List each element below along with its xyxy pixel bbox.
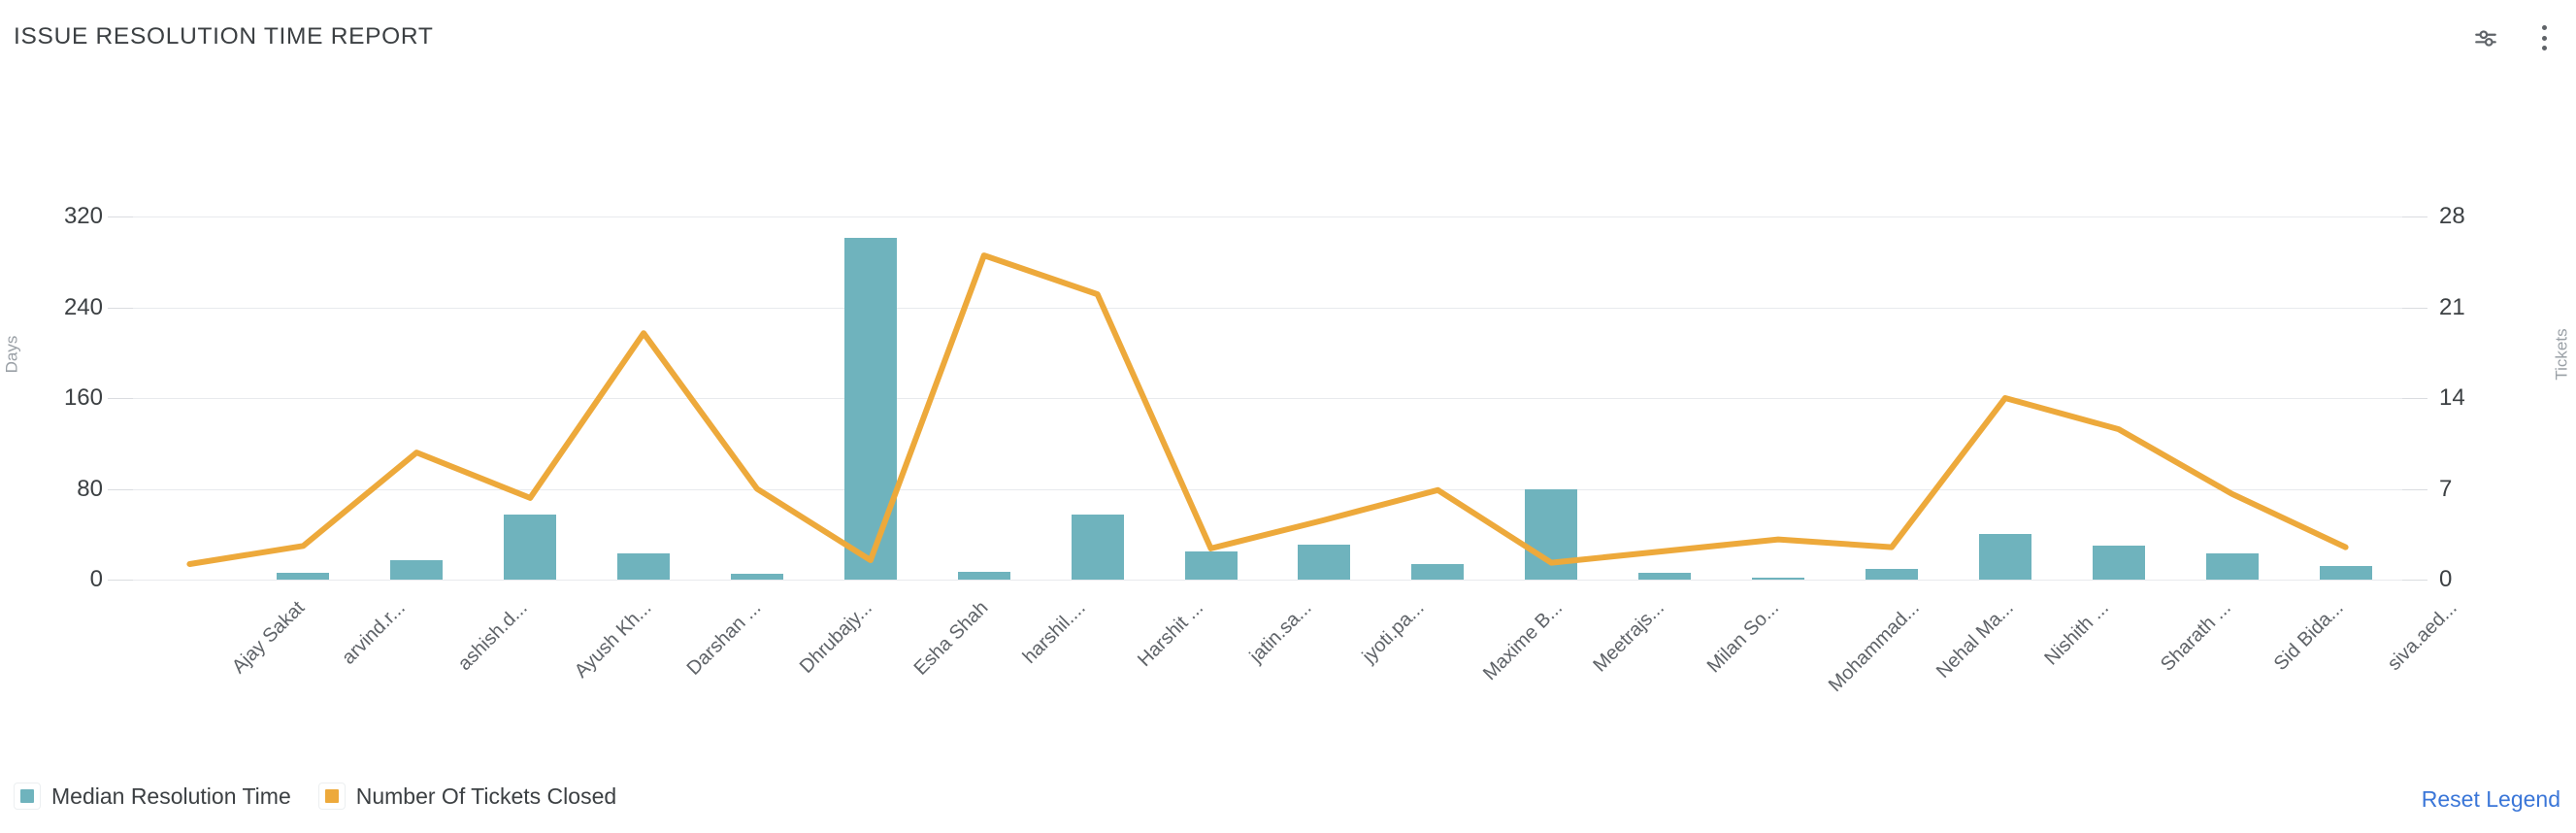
more-vertical-icon[interactable] (2527, 21, 2560, 54)
x-axis-label[interactable]: Harshit ... (1133, 597, 1207, 672)
bar[interactable] (1525, 488, 1577, 580)
x-axis-label[interactable]: Maxime B... (1479, 597, 1568, 685)
bar[interactable] (277, 572, 329, 580)
bar[interactable] (1638, 572, 1691, 580)
y-axis-title-right: Tickets (2552, 328, 2571, 381)
legend-item[interactable]: Number Of Tickets Closed (317, 783, 617, 810)
bar[interactable] (844, 238, 897, 580)
x-axis-label[interactable]: Darshan ... (682, 597, 766, 680)
x-axis-label[interactable]: Nishith ... (2040, 597, 2113, 670)
bar[interactable] (2320, 565, 2372, 580)
x-axis-label[interactable]: Dhrubajy... (795, 597, 876, 678)
x-axis-label[interactable]: Nehal Ma... (1932, 597, 2018, 683)
y-axis-right-tick-label: 28 (2439, 203, 2465, 229)
y-axis-left-tick-label: 80 (77, 475, 103, 502)
more-vertical-dots (2541, 25, 2547, 50)
chart-legend: Median Resolution Time Number Of Tickets … (14, 783, 616, 810)
bar[interactable] (2206, 553, 2259, 580)
legend-swatch-icon (317, 783, 346, 810)
bar[interactable] (2093, 545, 2145, 580)
legend-item-label: Number Of Tickets Closed (355, 783, 617, 809)
sliders-icon[interactable] (2469, 21, 2502, 54)
bar[interactable] (731, 574, 783, 580)
y-tick-mark-left (108, 580, 133, 581)
page-title: ISSUE RESOLUTION TIME REPORT (14, 23, 434, 50)
y-axis-right-tick-label: 21 (2439, 293, 2465, 320)
chart-header: ISSUE RESOLUTION TIME REPORT (0, 0, 2576, 76)
bar[interactable] (617, 553, 670, 580)
y-axis-left-tick-label: 320 (63, 203, 103, 229)
legend-item-label: Median Resolution Time (51, 783, 291, 809)
x-axis-label[interactable]: Sharath ... (2156, 597, 2235, 676)
reset-legend-button[interactable]: Reset Legend (2421, 786, 2560, 812)
x-axis-label[interactable]: Esha Shah (909, 597, 993, 680)
x-axis-label[interactable]: ashish.d... (453, 597, 532, 676)
bar[interactable] (958, 571, 1010, 580)
bar[interactable] (1411, 563, 1464, 580)
bar[interactable] (1752, 577, 1804, 580)
y-tick-mark-right (2402, 488, 2427, 490)
x-axis-label[interactable]: arvind.r... (338, 597, 411, 669)
gridline (133, 398, 2402, 399)
y-axis-title-left: Days (2, 335, 21, 374)
y-tick-mark-right (2402, 398, 2427, 399)
gridline (133, 488, 2402, 490)
bar[interactable] (1185, 550, 1238, 580)
sliders-icon-svg (2475, 30, 2496, 47)
x-axis-label[interactable]: Ayush Kh... (570, 597, 656, 683)
y-axis-left-tick-label: 240 (63, 293, 103, 320)
x-axis-label[interactable]: jyoti.pa... (1358, 597, 1430, 668)
gridline (133, 580, 2402, 581)
x-axis-label[interactable]: harshil.... (1018, 597, 1090, 668)
x-axis-label[interactable]: Milan So... (1702, 597, 1784, 678)
y-tick-mark-right (2402, 580, 2427, 581)
x-axis-label[interactable]: siva.aed... (2383, 597, 2461, 676)
legend-swatch-icon (14, 783, 41, 810)
y-tick-mark-left (108, 307, 133, 309)
header-actions (2469, 21, 2560, 54)
legend-item[interactable]: Median Resolution Time (14, 783, 291, 810)
y-axis-left-tick-label: 0 (89, 566, 103, 592)
y-axis-right-tick-label: 0 (2439, 566, 2453, 592)
bar[interactable] (1072, 515, 1124, 580)
x-axis-label[interactable]: Ajay Sakat (228, 597, 310, 679)
x-axis-label[interactable]: Mohammad... (1824, 597, 1924, 697)
y-axis-right-tick-label: 7 (2439, 475, 2453, 502)
y-tick-mark-left (108, 398, 133, 399)
x-axis-label[interactable]: Sid Bida... (2269, 597, 2348, 676)
x-axis-label[interactable]: Meetrajs... (1589, 597, 1669, 677)
bar[interactable] (1866, 569, 1918, 580)
bar[interactable] (390, 560, 443, 580)
y-axis-right-tick-label: 14 (2439, 384, 2465, 411)
bar[interactable] (504, 515, 556, 580)
bar[interactable] (1298, 544, 1350, 580)
y-tick-mark-left (108, 488, 133, 490)
y-tick-mark-right (2402, 307, 2427, 309)
x-axis-label[interactable]: jatin.sa... (1244, 597, 1316, 668)
gridline (133, 307, 2402, 309)
bar[interactable] (1979, 534, 2031, 580)
y-axis-left-tick-label: 160 (63, 384, 103, 411)
